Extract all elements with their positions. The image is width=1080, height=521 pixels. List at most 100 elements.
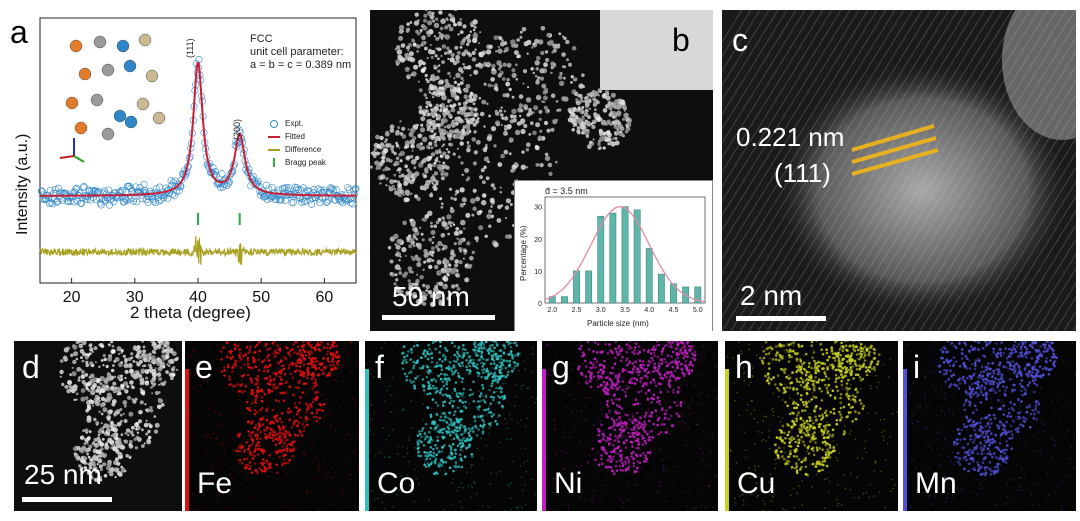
eds-signal-dot <box>481 368 484 372</box>
nanoparticle <box>510 39 516 45</box>
eds-signal-dot <box>453 449 457 452</box>
eds-signal-dot <box>310 411 314 415</box>
xrd-legend-item: Expt. <box>268 118 368 130</box>
eds-signal-dot <box>236 344 240 348</box>
eds-signal-dot <box>499 365 502 368</box>
nanoparticle <box>443 118 448 124</box>
eds-signal-dot <box>283 433 287 437</box>
eds-signal-dot <box>245 441 248 444</box>
eds-noise-dot <box>528 387 531 390</box>
nanoparticle <box>472 188 477 193</box>
nanoparticle <box>73 398 76 401</box>
eds-signal-dot <box>320 368 323 372</box>
eds-signal-dot <box>282 458 286 461</box>
eds-noise-dot <box>575 474 578 476</box>
eds-signal-dot <box>268 375 272 378</box>
eds-noise-dot <box>621 506 624 509</box>
eds-signal-dot <box>293 402 297 405</box>
eds-noise-dot <box>306 492 308 495</box>
peak-111-label: (111) <box>185 38 195 58</box>
fringe-marker-line <box>851 136 937 164</box>
eds-signal-dot <box>266 355 269 358</box>
nanoparticle <box>464 125 467 128</box>
eds-signal-dot <box>449 433 452 437</box>
eds-noise-dot <box>530 478 533 481</box>
eds-signal-dot <box>278 435 282 439</box>
eds-noise-dot <box>282 378 284 381</box>
nanoparticle <box>407 49 410 52</box>
eds-noise-dot <box>588 409 590 412</box>
eds-noise-dot <box>210 467 212 469</box>
xrd-xlabel: 2 theta (degree) <box>130 303 251 322</box>
nanoparticle <box>129 430 134 435</box>
nanoparticle-texture <box>370 10 713 331</box>
nanoparticle <box>413 42 417 46</box>
nanoparticle <box>77 378 81 382</box>
nanoparticle <box>407 56 413 62</box>
nanoparticle <box>456 293 460 297</box>
eds-signal-dot <box>480 355 483 358</box>
xrd-legend-label: Fitted <box>285 132 306 141</box>
nanoparticle <box>594 108 597 111</box>
eds-signal-dot <box>434 457 438 461</box>
eds-noise-dot <box>380 452 382 454</box>
nanoparticle <box>493 86 499 91</box>
nanoparticle <box>89 399 93 403</box>
nanoparticle <box>436 164 443 170</box>
eds-signal-dot <box>428 441 431 444</box>
eds-noise-dot <box>568 341 571 343</box>
nanoparticle <box>471 137 476 142</box>
eds-noise-dot <box>518 369 520 372</box>
eds-signal-dot <box>234 360 238 363</box>
nanoparticle <box>447 23 452 28</box>
eds-signal-dot <box>226 365 230 369</box>
eds-signal-dot <box>445 382 448 386</box>
eds-noise-dot <box>563 436 565 439</box>
eds-noise-dot <box>221 464 224 467</box>
eds-signal-dot <box>280 364 284 368</box>
eds-signal-dot <box>331 343 335 346</box>
nanoparticle <box>530 67 534 71</box>
nanoparticle <box>397 167 402 172</box>
eds-signal-dot <box>248 461 252 464</box>
eds-signal-dot <box>296 434 300 437</box>
eds-noise-dot <box>591 440 594 442</box>
eds-noise-dot <box>593 494 595 496</box>
nanoparticle <box>145 376 149 380</box>
panel-d-scale-bar <box>22 497 112 502</box>
eds-signal-dot <box>451 457 455 460</box>
eds-signal-dot <box>436 439 439 442</box>
histogram-x-tick-label: 4.0 <box>644 307 654 314</box>
nanoparticle <box>503 41 508 46</box>
nanoparticle <box>158 377 163 381</box>
nanoparticle <box>408 51 414 57</box>
eds-noise-dot <box>213 424 215 426</box>
eds-signal-dot <box>510 353 514 357</box>
eds-noise-dot <box>192 501 194 503</box>
eds-signal-dot <box>433 428 436 431</box>
eds-noise-dot <box>414 468 416 471</box>
nanoparticle <box>438 31 441 35</box>
eds-signal-dot <box>401 361 404 365</box>
nanoparticle <box>436 270 442 276</box>
eds-signal-dot <box>420 440 423 444</box>
eds-noise-dot <box>293 437 296 439</box>
eds-noise-dot <box>452 478 454 480</box>
eds-noise-dot <box>439 469 441 472</box>
nanoparticle <box>91 378 96 383</box>
eds-signal-dot <box>313 384 316 388</box>
eds-signal-dot <box>240 366 243 369</box>
eds-signal-dot <box>248 350 251 354</box>
eds-signal-dot <box>243 389 246 393</box>
nanoparticle <box>486 135 492 142</box>
eds-signal-dot <box>245 457 249 460</box>
eds-noise-dot <box>267 406 269 409</box>
eds-noise-dot <box>697 423 700 426</box>
eds-noise-dot <box>599 402 601 404</box>
nanoparticle <box>417 19 420 22</box>
nanoparticle <box>428 237 433 242</box>
eds-signal-dot <box>256 453 260 456</box>
nanoparticle <box>153 415 157 418</box>
nanoparticle <box>440 18 446 24</box>
eds-signal-dot <box>485 358 488 362</box>
